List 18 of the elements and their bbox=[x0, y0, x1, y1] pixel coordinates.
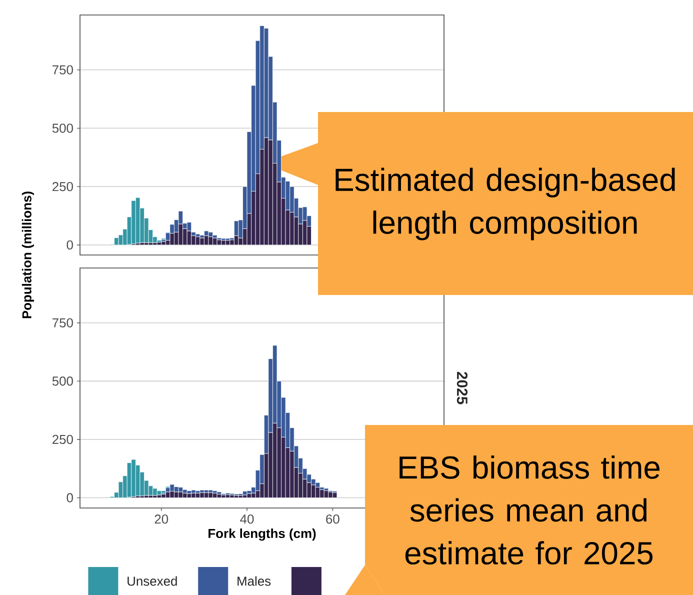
y-tick-label: 750 bbox=[52, 65, 73, 74]
annotation: Estimated design-based length composition bbox=[336, 168, 675, 240]
y-tick-label: 500 bbox=[52, 376, 73, 386]
y-tick-label: 750 bbox=[52, 318, 73, 328]
x-tick-label: 40 bbox=[240, 514, 254, 524]
x-tick-label: 20 bbox=[154, 514, 168, 524]
y-tick-label: 0 bbox=[66, 493, 73, 502]
y-tick-label: 250 bbox=[52, 434, 73, 444]
legend-label: Males bbox=[238, 576, 271, 586]
x-tick-label: 60 bbox=[326, 514, 340, 524]
x-axis-title: Fork lengths (cm) bbox=[208, 528, 316, 541]
annotation: EBS biomass time series mean and estimate for 2025 bbox=[400, 455, 660, 565]
y-tick-label: 500 bbox=[52, 124, 73, 133]
legend-label: Unsexed bbox=[128, 576, 177, 586]
y-tick-label: 250 bbox=[52, 182, 73, 192]
text: 2025 bbox=[456, 372, 468, 404]
y-axis-title: Population (millions) bbox=[22, 192, 34, 318]
y-tick-label: 0 bbox=[66, 240, 73, 250]
